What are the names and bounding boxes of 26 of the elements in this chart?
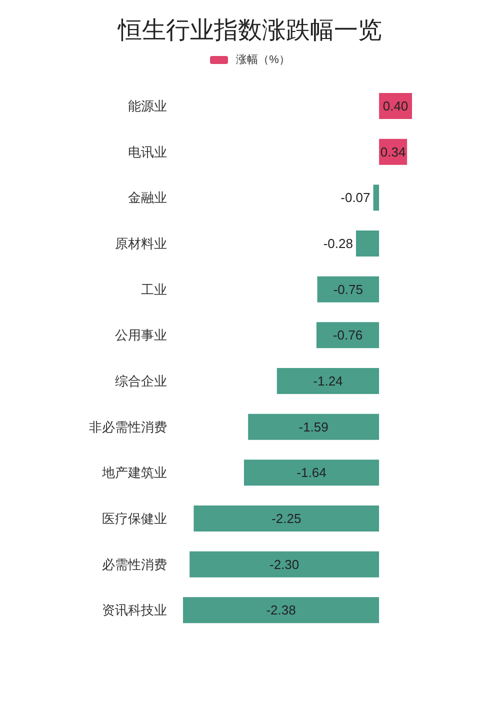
y-tick-label: 非必需性消费 xyxy=(89,419,167,434)
data-label: -1.24 xyxy=(313,374,343,389)
y-tick-label: 原材料业 xyxy=(115,236,167,252)
y-tick-label: 电讯业 xyxy=(128,144,167,160)
data-label: -0.75 xyxy=(333,282,363,297)
legend-label: 涨幅（%） xyxy=(236,53,290,67)
data-label: 0.34 xyxy=(380,144,406,160)
y-tick-label: 必需性消费 xyxy=(102,556,167,572)
y-tick-label: 综合企业 xyxy=(115,374,167,389)
data-label: -1.59 xyxy=(298,419,328,434)
y-tick-label: 医疗保健业 xyxy=(102,511,167,526)
y-tick-label: 能源业 xyxy=(128,98,167,114)
data-label: 0.40 xyxy=(382,98,408,114)
data-label: -2.30 xyxy=(270,556,300,572)
y-tick-label: 公用事业 xyxy=(115,328,167,343)
data-label: -2.38 xyxy=(266,602,296,618)
data-label: -2.25 xyxy=(272,511,302,526)
data-label: -0.07 xyxy=(340,190,370,206)
chart-title: 恒生行业指数涨跌幅一览 xyxy=(116,16,383,46)
y-tick-label: 资讯科技业 xyxy=(102,602,167,618)
y-tick-label: 工业 xyxy=(141,282,167,297)
data-label: -0.28 xyxy=(323,236,353,252)
data-label: -0.76 xyxy=(332,328,363,343)
y-tick-label: 金融业 xyxy=(128,190,167,206)
y-tick-label: 地产建筑业 xyxy=(101,465,167,480)
data-label: -1.64 xyxy=(296,465,326,480)
